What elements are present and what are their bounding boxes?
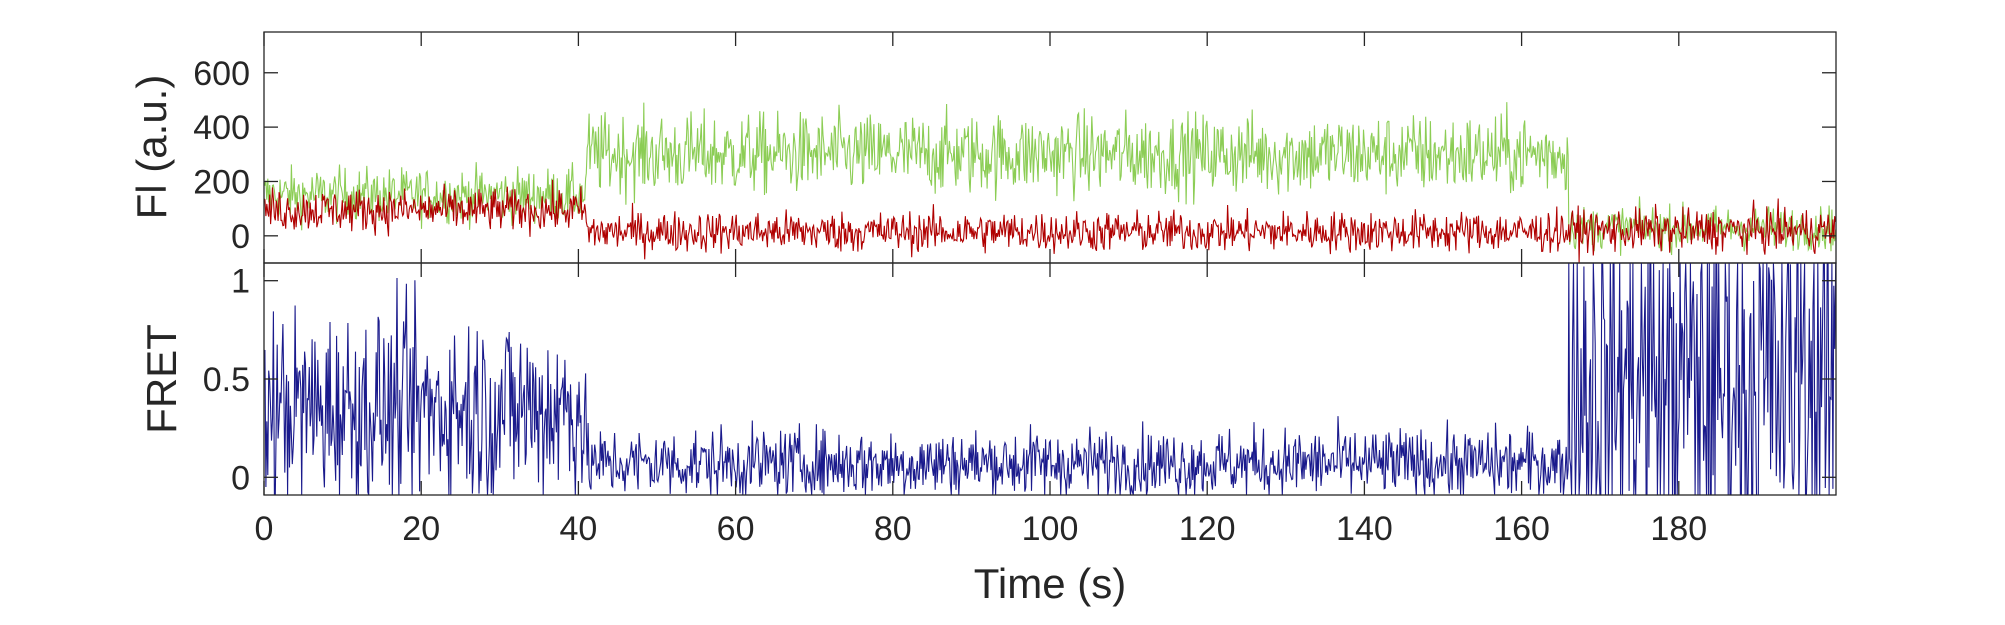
y-tick-label: 200 — [193, 163, 250, 201]
x-tick-label: 120 — [1179, 510, 1236, 548]
x-tick-label: 100 — [1022, 510, 1079, 548]
x-tick-label: 20 — [402, 510, 440, 548]
fluorescence-y-ticks: 0 200 400 600 — [193, 32, 1836, 263]
fluorescence-series-1 — [263, 179, 1837, 263]
x-tick-label: 40 — [559, 510, 597, 548]
fluorescence-panel: 0 200 400 600 Fl (a.u.) — [128, 31, 1837, 264]
fluorescence-y-axis-label: Fl (a.u.) — [128, 75, 175, 220]
time-x-ticks: 0 20 40 60 80 100 120 140 160 180 — [255, 263, 1707, 548]
fret-panel: 00.51 0 20 40 60 80 100 120 140 160 180 FRET Time… — [138, 262, 1837, 607]
x-tick-label: 140 — [1336, 510, 1393, 548]
y-tick-label: 0 — [231, 459, 250, 497]
y-tick-label: 1 — [231, 263, 250, 301]
fret-y-ticks: 00.51 — [203, 263, 1836, 497]
y-tick-label: 0.5 — [203, 361, 250, 399]
x-tick-label: 180 — [1650, 510, 1707, 548]
time-x-axis-label: Time (s) — [974, 560, 1126, 607]
fret-series-0 — [263, 262, 1837, 496]
y-tick-label: 0 — [231, 218, 250, 256]
fret-y-axis-label: FRET — [138, 324, 185, 434]
x-tick-label: 60 — [717, 510, 755, 548]
fluorescence-traces — [263, 102, 1837, 263]
y-tick-label: 600 — [193, 55, 250, 93]
y-tick-label: 400 — [193, 109, 250, 147]
x-tick-label: 80 — [874, 510, 912, 548]
fluorescence-series-0 — [263, 102, 1837, 256]
x-tick-label: 160 — [1493, 510, 1550, 548]
x-tick-label: 0 — [255, 510, 274, 548]
fret-trace — [263, 262, 1837, 496]
